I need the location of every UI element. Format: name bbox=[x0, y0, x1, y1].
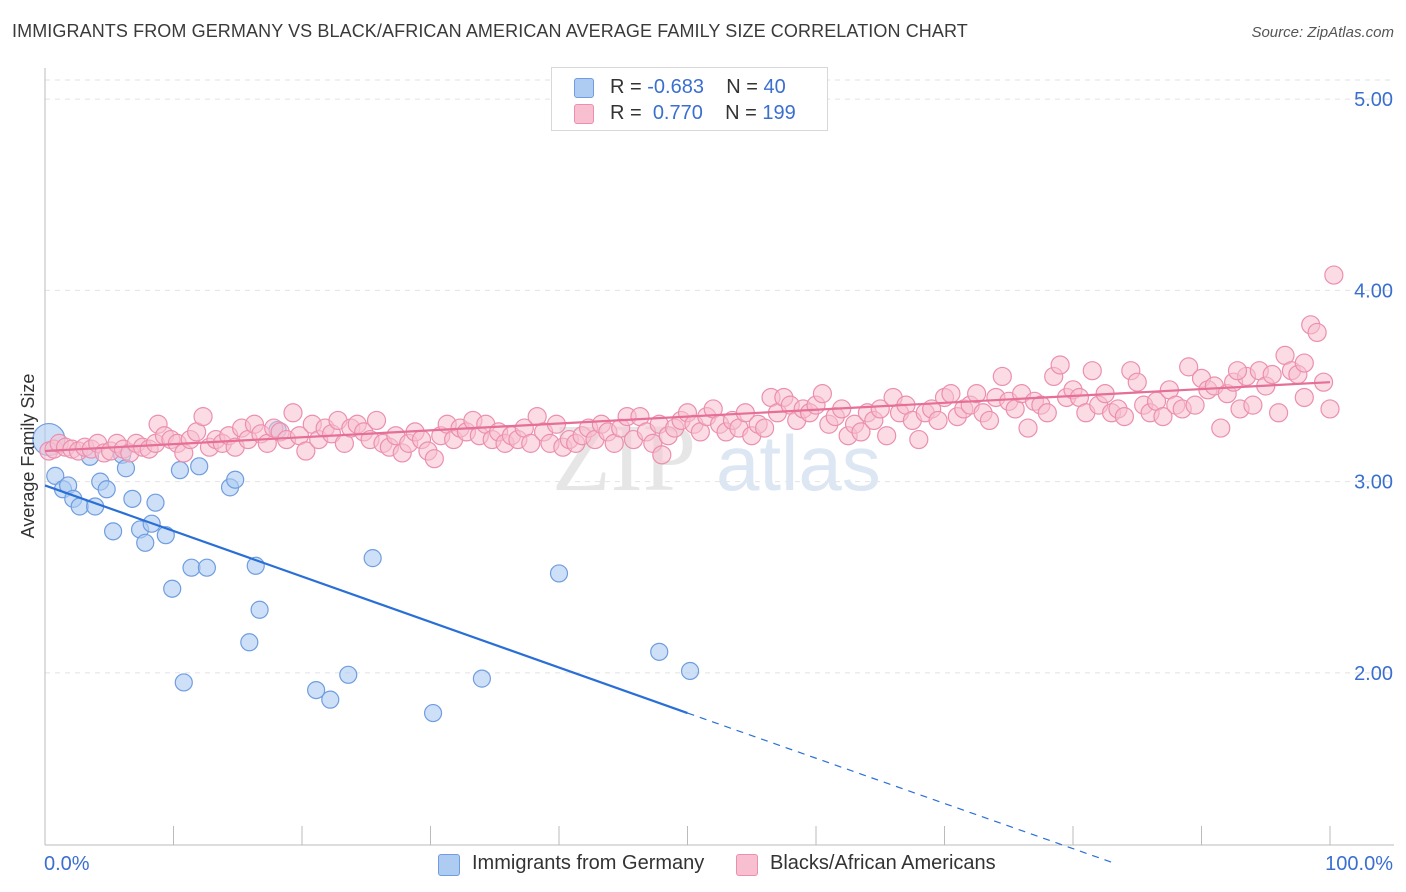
data-point-black bbox=[1127, 372, 1147, 392]
legend-r-value-germany: -0.683 bbox=[647, 76, 704, 98]
data-point-germany bbox=[156, 526, 175, 545]
data-point-black bbox=[1324, 265, 1344, 285]
legend-n-value-germany: 40 bbox=[763, 76, 786, 98]
data-point-black bbox=[870, 399, 890, 419]
data-point-germany bbox=[680, 661, 700, 681]
data-point-black bbox=[928, 410, 948, 431]
data-point-germany bbox=[549, 564, 569, 583]
data-point-black bbox=[652, 445, 672, 465]
legend-swatch-germany bbox=[574, 78, 594, 98]
trend-line-germany-extension bbox=[687, 712, 1112, 863]
data-point-germany bbox=[190, 457, 209, 476]
data-point-black bbox=[1114, 407, 1135, 427]
data-point-germany bbox=[182, 558, 201, 577]
x-tick-label-min: 0.0% bbox=[44, 853, 90, 875]
tick-labels: 2.00 3.00 4.00 5.00 0.0% 100.0% bbox=[44, 89, 1393, 875]
data-point-black bbox=[1185, 395, 1205, 415]
data-point-black bbox=[1082, 361, 1102, 381]
data-point-germany bbox=[123, 489, 142, 508]
data-point-black bbox=[1294, 387, 1314, 408]
data-point-germany bbox=[136, 533, 155, 552]
legend-r-value-black: 0.770 bbox=[652, 102, 703, 124]
data-point-black bbox=[521, 433, 541, 453]
data-point-germany bbox=[250, 600, 269, 619]
data-point-germany bbox=[423, 703, 443, 723]
source-label: Source: ZipAtlas.com bbox=[1251, 24, 1394, 41]
y-tick-label: 2.00 bbox=[1354, 663, 1393, 685]
data-point-black bbox=[877, 426, 897, 446]
data-point-germany bbox=[197, 558, 217, 577]
data-point-germany bbox=[339, 665, 358, 684]
data-point-black bbox=[1307, 322, 1327, 343]
data-point-black bbox=[1268, 403, 1289, 423]
data-point-black bbox=[1050, 355, 1070, 375]
data-point-germany bbox=[174, 673, 193, 692]
legend-r-label: R = bbox=[610, 102, 642, 124]
data-point-black bbox=[1243, 395, 1263, 415]
data-point-black bbox=[941, 384, 961, 404]
data-point-black bbox=[851, 422, 871, 442]
data-point-black bbox=[754, 418, 775, 438]
data-point-black bbox=[967, 384, 987, 404]
data-point-germany bbox=[46, 466, 65, 485]
data-point-black bbox=[909, 429, 929, 450]
data-point-germany bbox=[240, 633, 259, 652]
x-tick-label-max: 100.0% bbox=[1325, 853, 1393, 875]
data-point-germany bbox=[163, 579, 182, 598]
data-point-germany bbox=[307, 680, 326, 700]
y-tick-label: 4.00 bbox=[1354, 280, 1393, 302]
data-point-germany bbox=[472, 669, 491, 688]
legend-r-label: R = bbox=[610, 76, 642, 98]
data-point-germany bbox=[650, 642, 669, 661]
correlation-legend: R = -0.683 N = 40 R = 0.770 N = 199 bbox=[551, 67, 828, 131]
data-point-black bbox=[1294, 353, 1314, 373]
data-point-black bbox=[1227, 361, 1248, 381]
bottom-legend-swatch-germany bbox=[438, 854, 460, 876]
data-point-germany bbox=[146, 493, 165, 512]
data-point-germany bbox=[226, 470, 245, 489]
data-point-black bbox=[812, 384, 833, 404]
data-point-germany bbox=[97, 480, 116, 499]
data-point-germany bbox=[104, 522, 123, 541]
bottom-legend-swatch-black bbox=[736, 854, 758, 876]
data-point-black bbox=[992, 366, 1012, 387]
data-point-black bbox=[424, 449, 444, 469]
bottom-legend-label-black: Blacks/African Americans bbox=[770, 852, 996, 874]
data-point-black bbox=[1320, 399, 1340, 419]
y-tick-label: 3.00 bbox=[1354, 472, 1393, 494]
legend-swatch-black bbox=[574, 104, 594, 124]
chart-title: IMMIGRANTS FROM GERMANY VS BLACK/AFRICAN… bbox=[12, 21, 968, 41]
data-point-black bbox=[193, 407, 213, 427]
legend-n-value-black: 199 bbox=[762, 102, 796, 124]
data-point-black bbox=[1037, 403, 1057, 423]
gridlines bbox=[45, 79, 1394, 674]
y-tick-label: 5.00 bbox=[1354, 89, 1393, 111]
data-point-germany bbox=[170, 461, 190, 480]
trend-line-germany bbox=[44, 484, 688, 715]
bottom-legend-label-germany: Immigrants from Germany bbox=[472, 852, 705, 874]
data-point-black bbox=[283, 403, 303, 423]
trend-line-black bbox=[44, 381, 1331, 453]
trend-lines bbox=[44, 381, 1331, 863]
legend-n-label: N = bbox=[726, 76, 758, 98]
data-point-black bbox=[979, 410, 1000, 431]
data-point-black bbox=[1211, 418, 1231, 438]
data-point-black bbox=[296, 441, 316, 461]
data-point-black bbox=[366, 410, 387, 431]
data-point-germany bbox=[363, 549, 382, 568]
data-point-germany bbox=[321, 690, 340, 709]
data-point-black bbox=[1018, 418, 1038, 438]
y-axis-label: Average Family Size bbox=[18, 374, 38, 539]
data-point-black bbox=[1153, 407, 1173, 427]
data-point-black bbox=[1262, 364, 1282, 385]
data-point-black bbox=[1179, 357, 1199, 377]
legend-n-label: N = bbox=[725, 102, 757, 124]
